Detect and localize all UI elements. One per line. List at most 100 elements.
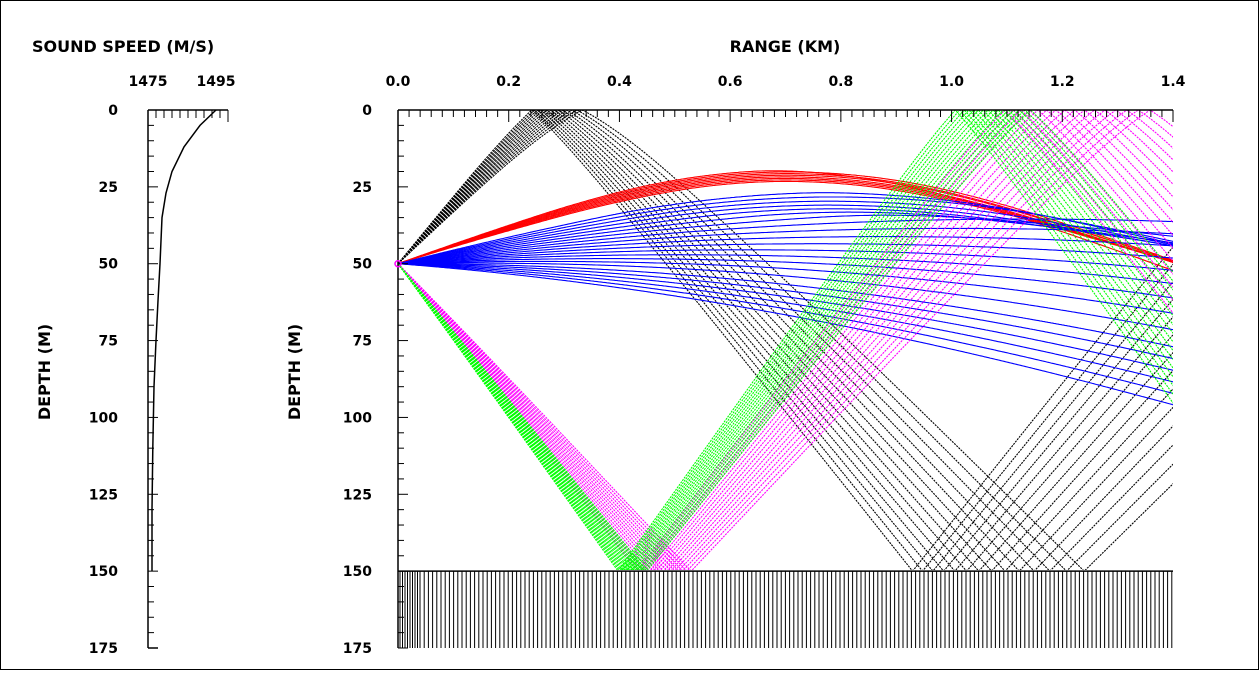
ray-path	[398, 110, 1173, 570]
ray-path	[398, 110, 1173, 570]
range-xtick-label: 0.8	[828, 74, 853, 90]
ray-path	[398, 110, 1173, 570]
ray-path	[398, 110, 1173, 570]
ray-path	[398, 254, 1173, 285]
range-xtick-label: 1.4	[1161, 74, 1186, 90]
sound-speed-ytick-label: 100	[89, 410, 118, 426]
ray-paths	[398, 110, 1173, 570]
ray-path	[398, 110, 1173, 570]
ray-path	[398, 110, 1173, 570]
ray-path	[398, 110, 1173, 570]
ray-path	[398, 177, 1173, 265]
sound-speed-xtick-label: 1495	[197, 74, 236, 90]
ray-path	[398, 110, 1173, 570]
range-xtick-label: 0.2	[496, 74, 521, 90]
range-xtick-label: 1.2	[1050, 74, 1075, 90]
ray-path	[398, 110, 1173, 570]
ray-path	[398, 110, 1173, 570]
range-ytick-label: 125	[343, 487, 372, 503]
ray-path	[398, 236, 1173, 265]
ray-path	[398, 110, 1173, 570]
ray-path	[398, 110, 1173, 570]
sound-speed-xtick-label: 1475	[129, 74, 168, 90]
ray-path	[398, 110, 1173, 570]
ray-path	[398, 110, 1173, 570]
sound-speed-curve	[151, 109, 217, 572]
sound-speed-ylabel: DEPTH (M)	[35, 324, 54, 420]
ray-path	[398, 110, 1173, 570]
ray-path	[398, 110, 1173, 570]
sound-speed-ytick-label: 125	[89, 487, 118, 503]
ray-path	[398, 171, 1173, 265]
ray-path	[398, 214, 1173, 265]
range-ytick-label: 175	[343, 641, 372, 657]
ray-fan	[398, 110, 1173, 570]
ray-path	[398, 110, 1173, 570]
ray-path	[398, 262, 1173, 331]
ray-path	[398, 176, 1173, 265]
ray-path	[398, 110, 1173, 570]
sound-speed-xlabel: SOUND SPEED (M/S)	[32, 37, 214, 56]
ray-trace-panel: RANGE (KM) DEPTH (M) 0.0 0.2 0.4 0.6 0.8 1.0 1…	[285, 37, 1186, 657]
ray-path	[398, 110, 1173, 570]
range-xtick-label: 1.0	[939, 74, 964, 90]
ray-trace-ticks: 0.0 0.2 0.4 0.6 0.8 1.0 1.2 1.4 0 25 50 75 100 125 150…	[343, 74, 1186, 657]
sound-speed-profile	[147, 109, 217, 648]
sound-speed-ytick-label: 50	[99, 257, 119, 273]
ray-path	[398, 110, 1173, 570]
range-xtick-label: 0.0	[386, 74, 411, 90]
ray-path	[398, 110, 1173, 570]
seabed-hatch	[398, 570, 1173, 648]
sound-speed-ytick-label: 0	[108, 103, 118, 119]
ray-path	[398, 110, 1173, 570]
ray-path	[398, 110, 1173, 570]
ray-path	[398, 110, 1173, 570]
ray-path	[398, 110, 1173, 570]
ray-path	[398, 263, 1173, 348]
ray-path	[398, 110, 1173, 570]
ray-path	[398, 243, 1173, 265]
sound-speed-ytick-label: 150	[89, 564, 118, 580]
ray-path	[398, 249, 1173, 271]
ray-path	[398, 200, 1173, 265]
ray-path	[398, 263, 1173, 383]
ray-path	[398, 110, 1173, 570]
ray-path	[398, 110, 1173, 570]
sound-speed-ytick-label: 75	[99, 334, 118, 350]
range-xlabel: RANGE (KM)	[730, 37, 841, 56]
range-ytick-label: 75	[353, 334, 372, 350]
sound-speed-ticks: 1475 1495 0 25 50 75 100 125 150 175	[89, 74, 236, 657]
ray-path	[398, 110, 1173, 570]
sound-speed-ytick-label: 25	[99, 180, 118, 196]
ray-path	[398, 263, 1173, 371]
ray-path	[398, 110, 1173, 570]
sound-speed-panel: SOUND SPEED (M/S) DEPTH (M) 1475 1495 0 25 5…	[32, 37, 235, 657]
ray-path	[398, 263, 1173, 394]
source-marker	[394, 259, 402, 268]
ray-path	[398, 260, 1173, 314]
ray-path	[398, 110, 1173, 570]
sound-speed-ytick-label: 175	[89, 641, 118, 657]
ray-path	[398, 227, 1173, 265]
ray-path	[398, 110, 1173, 570]
range-ytick-label: 25	[353, 180, 372, 196]
range-ytick-label: 100	[343, 410, 372, 426]
ray-path	[398, 258, 1173, 299]
range-ylabel: DEPTH (M)	[285, 324, 304, 420]
ray-path	[398, 263, 1173, 406]
ray-fan	[398, 110, 1173, 570]
range-xtick-label: 0.6	[718, 74, 743, 90]
ray-path	[398, 174, 1173, 265]
ray-path	[398, 263, 1173, 360]
range-ytick-label: 0	[362, 103, 372, 119]
range-ytick-label: 50	[353, 257, 373, 273]
ray-path	[398, 110, 1173, 570]
ray-path	[398, 196, 1173, 265]
ray-path	[398, 110, 1173, 570]
range-ytick-label: 150	[343, 564, 372, 580]
range-xtick-label: 0.4	[607, 74, 632, 90]
ray-fan	[398, 192, 1173, 406]
ray-path	[398, 110, 1173, 570]
